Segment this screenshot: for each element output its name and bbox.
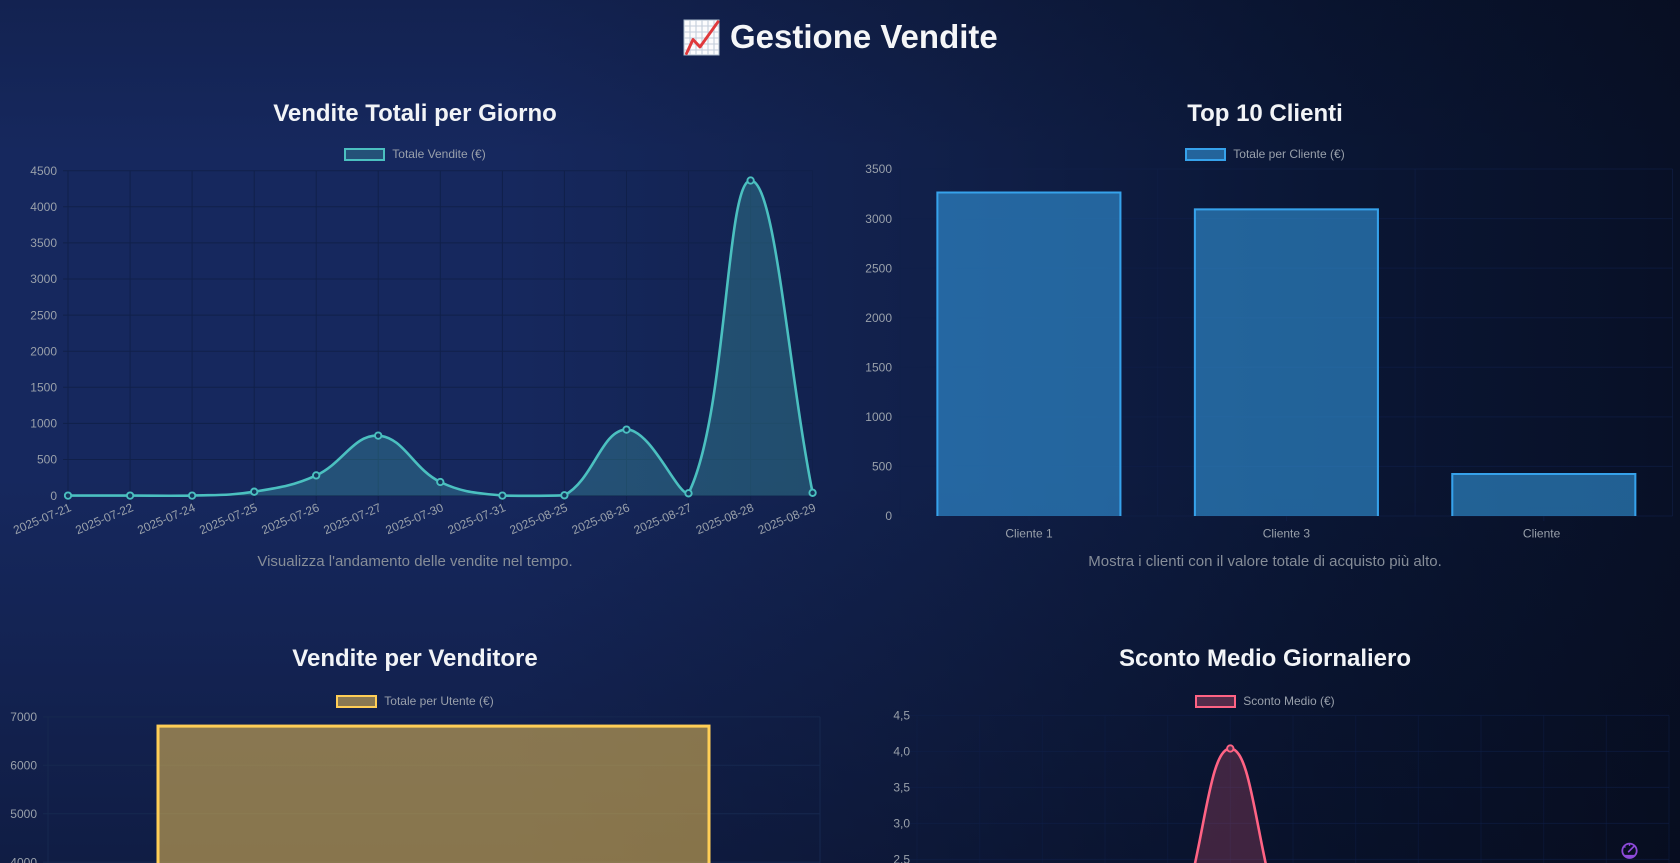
svg-text:0: 0 [50, 489, 57, 503]
svg-text:2025-08-25: 2025-08-25 [508, 500, 570, 537]
svg-text:2025-07-31: 2025-07-31 [446, 500, 508, 537]
svg-text:2,5: 2,5 [893, 853, 910, 863]
svg-text:2000: 2000 [30, 344, 57, 358]
svg-text:2025-07-27: 2025-07-27 [321, 500, 383, 537]
svg-text:500: 500 [37, 453, 57, 467]
svg-text:2025-07-24: 2025-07-24 [135, 500, 197, 537]
svg-text:2000: 2000 [865, 311, 892, 325]
svg-text:3500: 3500 [865, 162, 892, 176]
svg-text:4500: 4500 [30, 164, 57, 178]
svg-text:2025-07-30: 2025-07-30 [383, 500, 445, 537]
svg-text:4,5: 4,5 [893, 709, 910, 723]
svg-text:3000: 3000 [30, 272, 57, 286]
svg-text:2025-07-26: 2025-07-26 [259, 500, 321, 537]
svg-text:2025-07-22: 2025-07-22 [73, 500, 135, 537]
svg-text:4000: 4000 [10, 855, 37, 863]
svg-text:2025-08-26: 2025-08-26 [570, 500, 632, 537]
svg-text:Cliente 3: Cliente 3 [1263, 527, 1311, 541]
svg-text:7000: 7000 [10, 710, 37, 724]
svg-text:2025-08-29: 2025-08-29 [756, 500, 818, 537]
svg-text:Cliente 1: Cliente 1 [1005, 527, 1053, 541]
svg-text:1500: 1500 [865, 361, 892, 375]
svg-text:2500: 2500 [30, 308, 57, 322]
svg-text:1500: 1500 [30, 381, 57, 395]
svg-text:4,0: 4,0 [893, 745, 910, 759]
svg-text:2500: 2500 [865, 261, 892, 275]
svg-text:2025-07-25: 2025-07-25 [197, 500, 259, 537]
svg-text:2025-08-27: 2025-08-27 [632, 500, 694, 537]
svg-text:1000: 1000 [865, 410, 892, 424]
svg-text:3,5: 3,5 [893, 781, 910, 795]
svg-text:Cliente: Cliente [1523, 527, 1561, 541]
svg-text:1000: 1000 [30, 417, 57, 431]
svg-text:3000: 3000 [865, 212, 892, 226]
svg-text:3500: 3500 [30, 236, 57, 250]
svg-text:2025-08-28: 2025-08-28 [694, 500, 756, 537]
svg-text:5000: 5000 [10, 807, 37, 821]
svg-text:0: 0 [885, 509, 892, 523]
svg-text:500: 500 [872, 460, 892, 474]
svg-text:3,0: 3,0 [893, 817, 910, 831]
svg-text:6000: 6000 [10, 759, 37, 773]
svg-text:4000: 4000 [30, 200, 57, 214]
svg-text:2025-07-21: 2025-07-21 [11, 500, 73, 537]
